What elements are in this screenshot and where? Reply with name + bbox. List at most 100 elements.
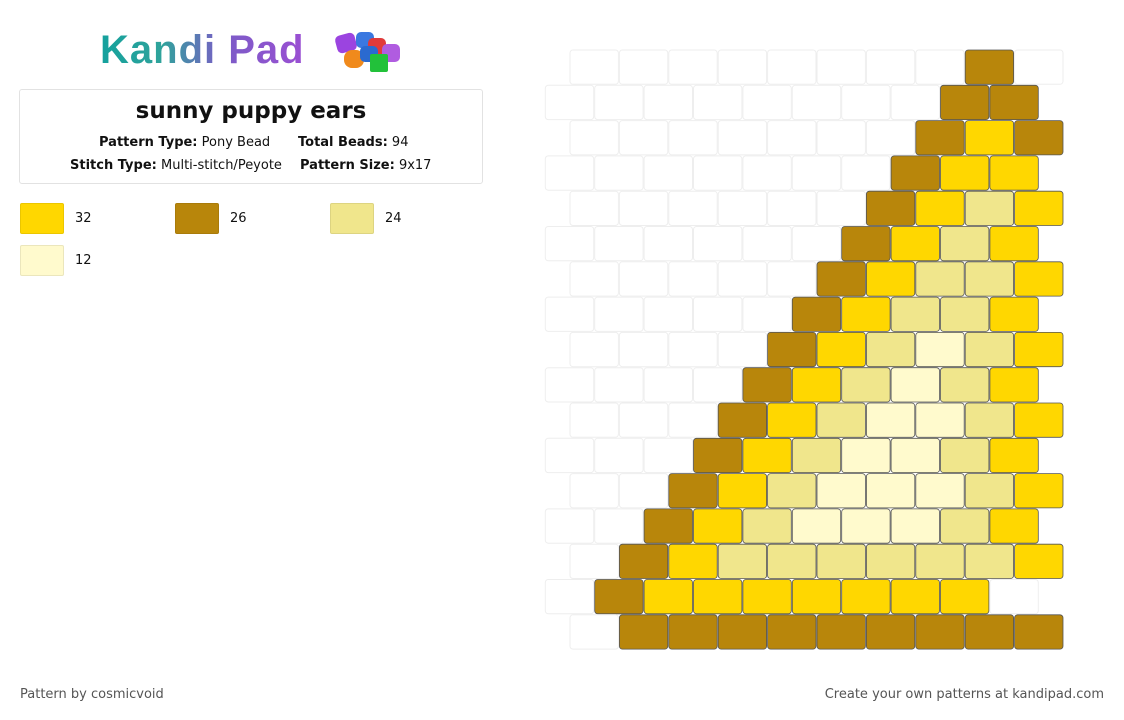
empty-bead-cell <box>865 120 916 156</box>
empty-bead-cell <box>594 84 644 121</box>
empty-bead-cell <box>717 331 768 368</box>
bead-gold <box>1014 331 1064 368</box>
empty-bead-cell <box>693 296 743 332</box>
empty-bead-cell <box>668 402 718 438</box>
empty-bead-cell <box>643 84 693 121</box>
empty-bead-cell <box>767 190 817 226</box>
empty-bead-cell <box>594 155 644 191</box>
swatch-cream-count: 12 <box>75 253 92 268</box>
empty-bead-cell <box>890 84 940 121</box>
bead-brown <box>767 331 817 368</box>
empty-bead-cell <box>618 331 669 368</box>
bead-gold <box>989 155 1039 191</box>
bead-brown <box>915 614 965 650</box>
empty-bead-cell <box>643 226 693 262</box>
bead-cream <box>890 367 940 403</box>
pattern-size-label: Pattern Size: <box>300 158 395 173</box>
bead-khaki <box>915 543 965 579</box>
bead-gold <box>1014 261 1064 297</box>
empty-bead-cell <box>544 367 595 403</box>
bead-gold <box>643 579 693 615</box>
bead-khaki <box>866 331 916 368</box>
swatch-brown-count: 26 <box>230 211 247 226</box>
empty-bead-cell <box>693 367 743 403</box>
empty-bead-cell <box>668 331 718 368</box>
bead-brown <box>791 296 842 332</box>
empty-bead-cell <box>1014 49 1064 85</box>
bead-khaki <box>717 543 768 579</box>
bead-khaki <box>964 543 1015 579</box>
bead-khaki <box>816 402 866 438</box>
logo-text: Kandi Pad <box>100 28 305 72</box>
bead-brown <box>890 155 940 191</box>
bead-khaki <box>940 226 990 262</box>
swatch-brown <box>175 203 219 234</box>
pattern-info-card: sunny puppy ears Pattern Type: Pony Bead… <box>19 89 483 184</box>
empty-bead-cell <box>989 579 1039 615</box>
bead-brown <box>668 473 718 509</box>
bead-khaki <box>964 473 1015 509</box>
bead-gold <box>668 543 718 579</box>
bead-brown <box>1014 614 1064 650</box>
stitch-type-value: Multi-stitch/Peyote <box>161 158 282 173</box>
empty-bead-cell <box>544 84 595 121</box>
empty-bead-cell <box>742 155 792 191</box>
bead-brown <box>964 49 1015 85</box>
bead-brown <box>693 437 743 473</box>
total-beads: Total Beads: 94 <box>298 135 408 150</box>
empty-bead-cell <box>816 120 866 156</box>
bead-brown <box>816 261 866 297</box>
bead-khaki <box>964 331 1015 368</box>
swatch-khaki <box>330 203 374 234</box>
empty-bead-cell <box>618 261 669 297</box>
empty-bead-cell <box>569 261 619 297</box>
empty-bead-cell <box>643 367 693 403</box>
bead-cream <box>890 508 940 544</box>
empty-bead-cell <box>693 84 743 121</box>
bead-brown <box>619 614 669 650</box>
bead-cream <box>816 473 866 509</box>
empty-bead-cell <box>594 296 644 332</box>
empty-bead-cell <box>544 579 595 615</box>
bead-gold <box>964 120 1015 156</box>
empty-bead-cell <box>791 226 842 262</box>
bead-gold <box>1014 543 1064 579</box>
empty-bead-cell <box>816 49 866 85</box>
pattern-type-label: Pattern Type: <box>99 135 198 150</box>
empty-bead-cell <box>618 49 669 85</box>
empty-bead-cell <box>618 190 669 226</box>
empty-bead-cell <box>668 190 718 226</box>
empty-bead-cell <box>915 49 965 85</box>
bead-gold <box>1014 402 1064 438</box>
bead-gold <box>940 155 990 191</box>
empty-bead-cell <box>668 261 718 297</box>
bead-brown <box>915 120 965 156</box>
pattern-type: Pattern Type: Pony Bead <box>99 135 270 150</box>
bead-gold <box>693 508 743 544</box>
empty-bead-cell <box>544 508 595 544</box>
empty-bead-cell <box>742 84 792 121</box>
bead-brown <box>594 579 644 615</box>
create-patterns-link[interactable]: Create your own patterns at kandipad.com <box>824 687 1104 702</box>
bead-khaki <box>915 261 965 297</box>
bead-gold <box>866 261 916 297</box>
bead-gold <box>816 331 866 368</box>
empty-bead-cell <box>791 84 842 121</box>
empty-bead-cell <box>865 49 916 85</box>
empty-bead-cell <box>693 226 743 262</box>
bead-cream <box>915 473 965 509</box>
bead-khaki <box>940 296 990 332</box>
bead-gold <box>791 579 842 615</box>
bead-brown <box>643 508 693 544</box>
empty-bead-cell <box>643 437 693 474</box>
empty-bead-cell <box>618 120 669 156</box>
empty-bead-cell <box>569 49 619 85</box>
empty-bead-cell <box>816 190 866 226</box>
bead-khaki <box>964 402 1015 438</box>
pattern-size: Pattern Size: 9x17 <box>300 158 431 173</box>
empty-bead-cell <box>594 437 644 474</box>
empty-bead-cell <box>693 155 743 191</box>
empty-bead-cell <box>717 120 768 156</box>
bead-brown <box>989 84 1039 121</box>
bead-brown <box>816 614 866 650</box>
